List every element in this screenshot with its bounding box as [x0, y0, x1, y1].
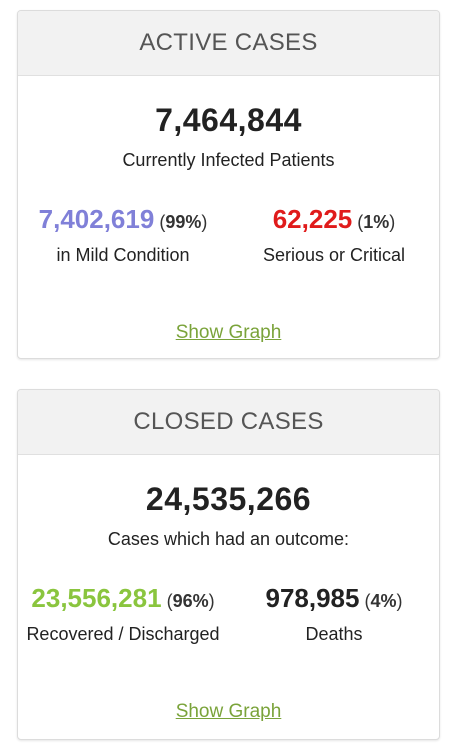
active-cases-title: ACTIVE CASES	[18, 11, 439, 76]
recovered-stat: 23,556,281 (96%) Recovered / Discharged	[18, 583, 228, 645]
closed-cases-panel: CLOSED CASES 24,535,266 Cases which had …	[17, 389, 440, 740]
deaths-label: Deaths	[305, 624, 363, 644]
recovered-label: Recovered / Discharged	[26, 624, 220, 644]
closed-cases-title: CLOSED CASES	[18, 390, 439, 455]
active-show-graph-link[interactable]: Show Graph	[175, 322, 282, 343]
mild-condition-value: 7,402,619	[38, 204, 155, 234]
mild-condition-label: in Mild Condition	[56, 245, 190, 265]
active-cases-caption: Currently Infected Patients	[122, 150, 335, 170]
serious-critical-label: Serious or Critical	[262, 245, 406, 265]
deaths-value: 978,985	[265, 583, 360, 613]
closed-cases-body: 24,535,266 Cases which had an outcome: 2…	[18, 455, 439, 739]
active-cases-panel: ACTIVE CASES 7,464,844 Currently Infecte…	[17, 10, 440, 359]
closed-cases-caption: Cases which had an outcome:	[107, 529, 350, 549]
active-cases-body: 7,464,844 Currently Infected Patients 7,…	[18, 76, 439, 358]
deaths-percent: (4%)	[364, 591, 403, 611]
active-cases-total: 7,464,844	[155, 102, 302, 138]
closed-show-graph-link[interactable]: Show Graph	[175, 701, 282, 722]
mild-condition-percent: (99%)	[159, 212, 208, 232]
recovered-value: 23,556,281	[31, 583, 162, 613]
deaths-stat: 978,985 (4%) Deaths	[229, 583, 439, 645]
closed-cases-total: 24,535,266	[145, 481, 312, 517]
serious-critical-value: 62,225	[272, 204, 353, 234]
serious-critical-percent: (1%)	[357, 212, 396, 232]
recovered-percent: (96%)	[166, 591, 215, 611]
serious-critical-stat: 62,225 (1%) Serious or Critical	[229, 204, 439, 266]
mild-condition-stat: 7,402,619 (99%) in Mild Condition	[18, 204, 228, 266]
